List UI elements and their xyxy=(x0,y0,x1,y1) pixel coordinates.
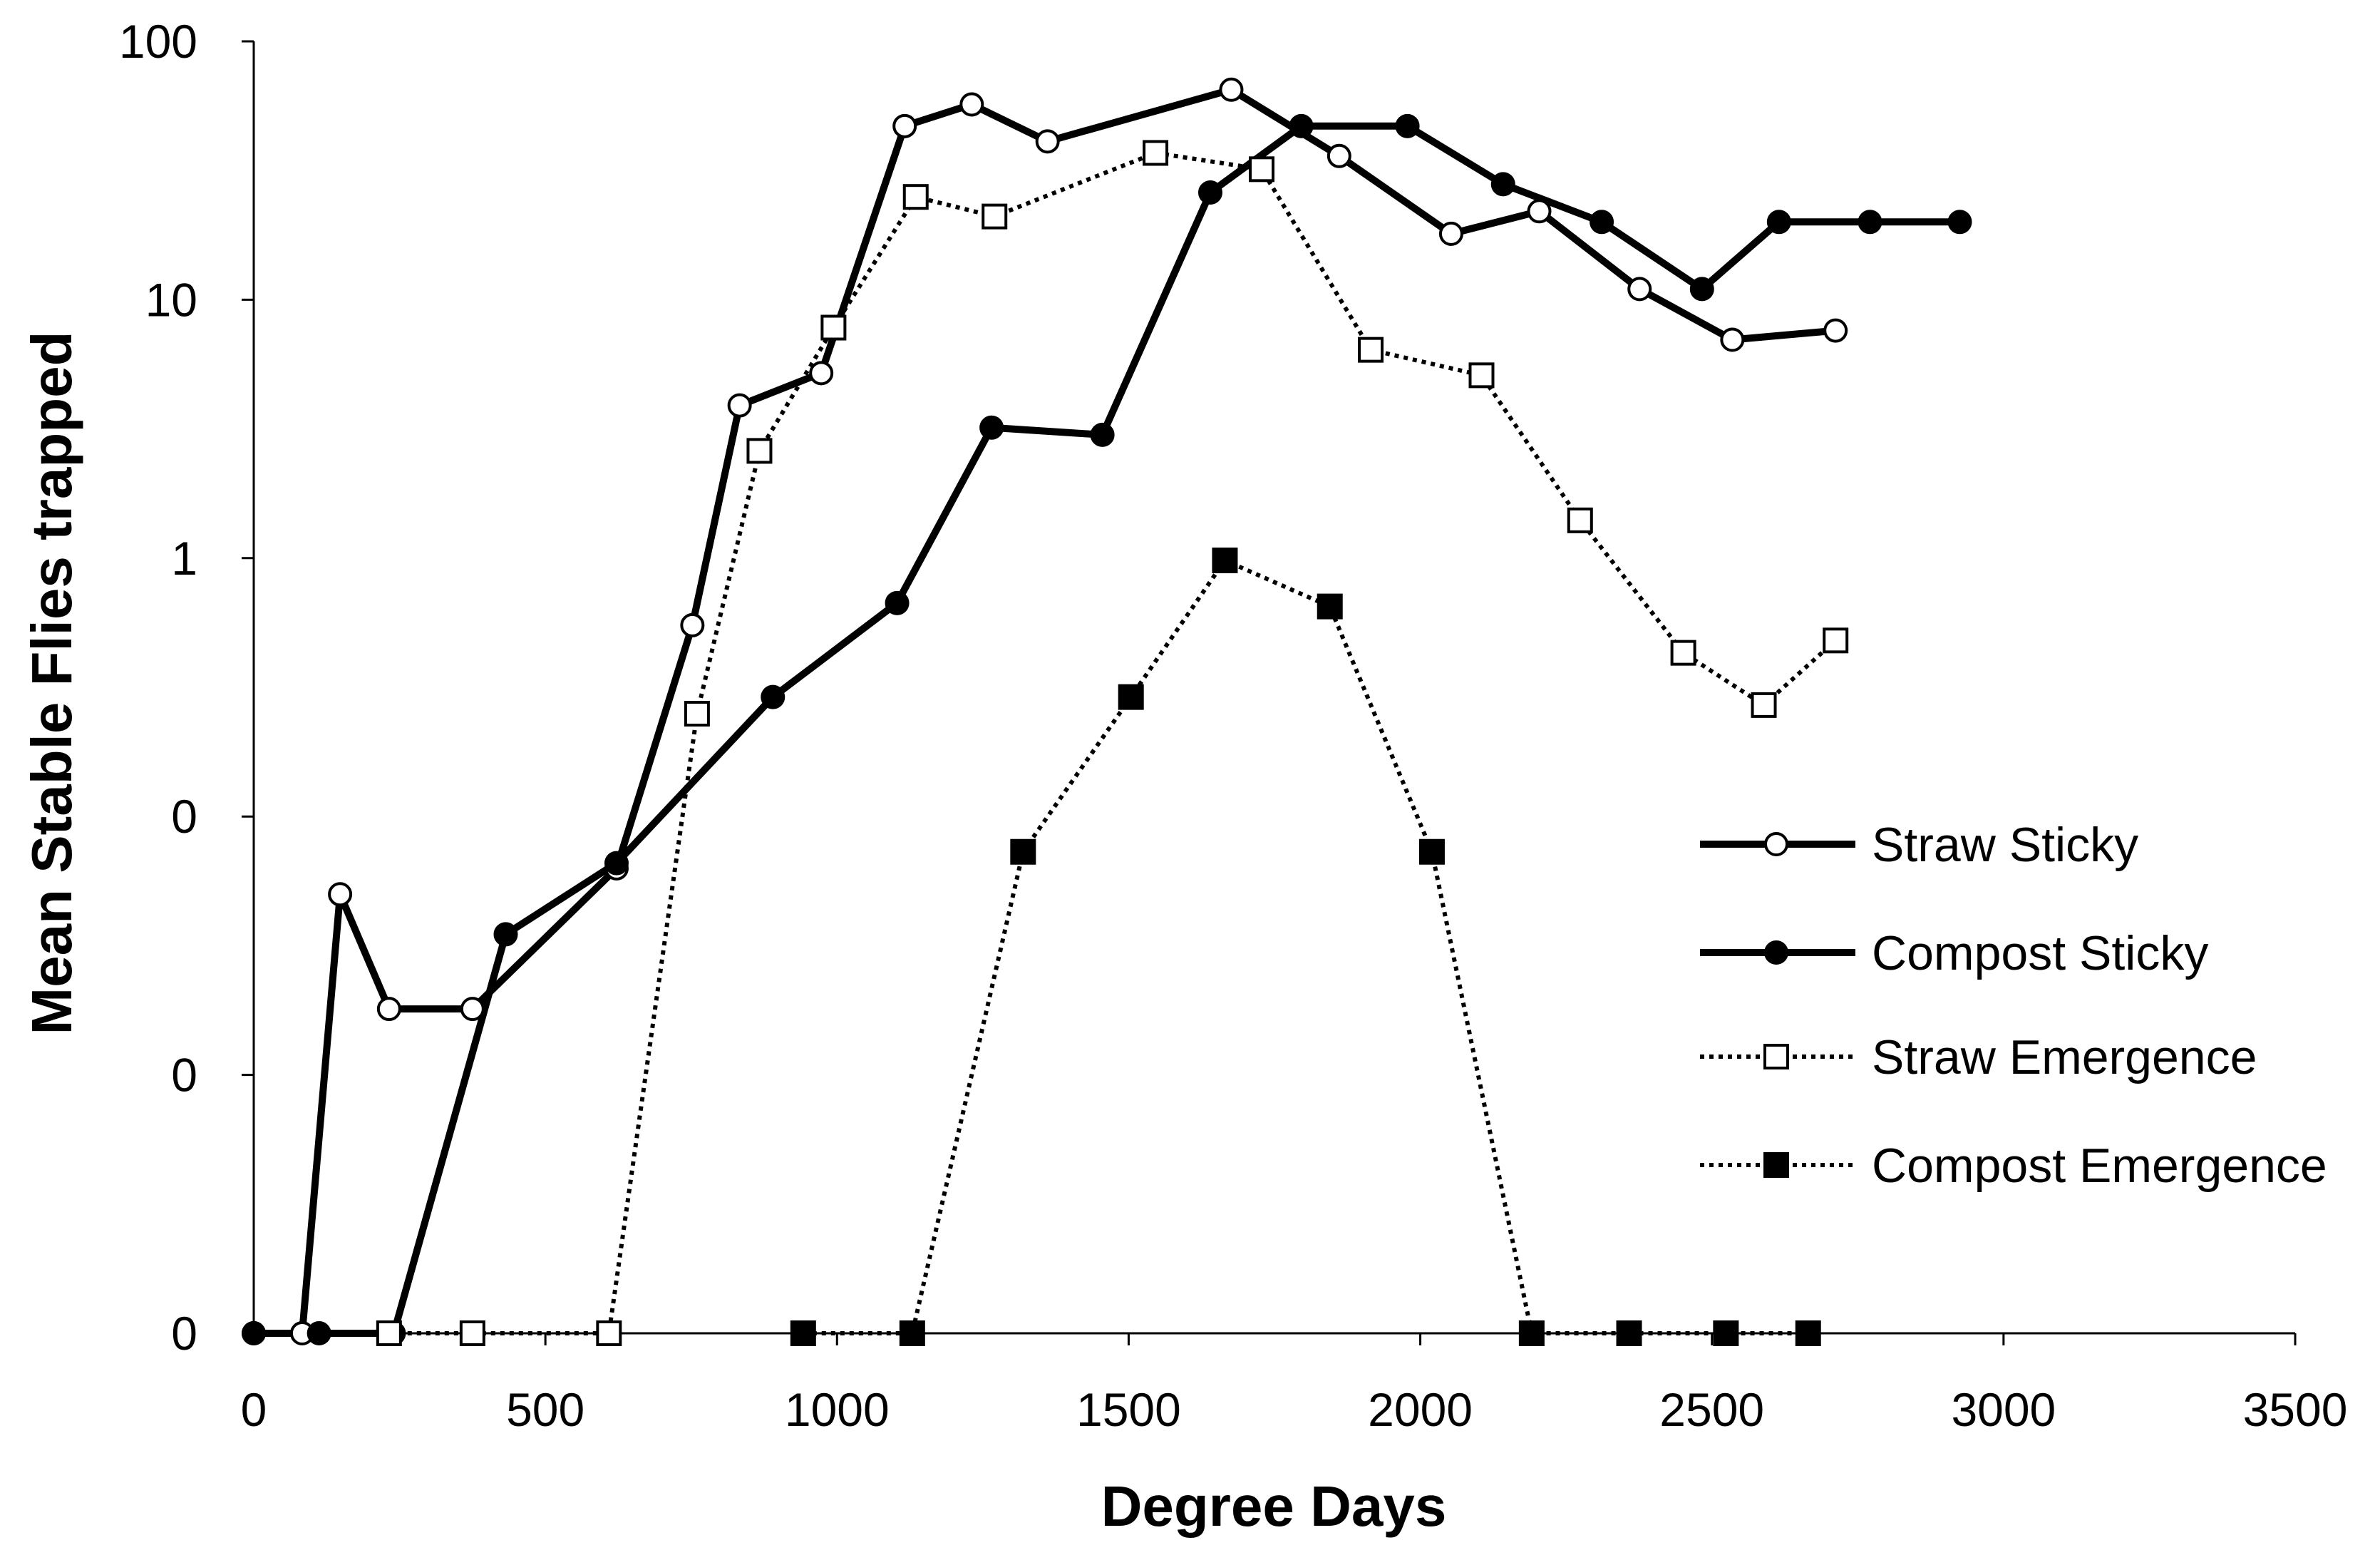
straw-emergence-point xyxy=(459,1320,485,1346)
x-axis-title: Degree Days xyxy=(1101,1474,1447,1538)
y-axis-title: Mean Stable Flies trapped xyxy=(20,332,83,1035)
y-tick-label: 10 xyxy=(145,273,197,326)
legend: Straw Sticky Compost Sticky Straw Emerge… xyxy=(1700,818,2327,1193)
straw-emergence-point xyxy=(902,184,929,210)
y-tick-label: 0 xyxy=(171,1307,197,1360)
x-tick-label: 500 xyxy=(506,1383,584,1436)
straw-sticky-point xyxy=(460,997,485,1022)
compost-emergence-point xyxy=(1713,1320,1739,1346)
compost-sticky-point xyxy=(979,415,1004,440)
straw-sticky-point xyxy=(1823,318,1848,343)
compost-emergence-point xyxy=(1518,1320,1545,1346)
legend-label-compost-sticky: Compost Sticky xyxy=(1872,926,2208,980)
straw-sticky-point xyxy=(809,361,834,386)
legend-marker-compost-sticky xyxy=(1764,940,1788,965)
x-tick-label: 2000 xyxy=(1368,1383,1473,1436)
compost-sticky-line xyxy=(254,122,1960,1337)
straw-emergence-point xyxy=(596,1320,622,1346)
compost-emergence-point xyxy=(1795,1320,1821,1346)
straw-emergence-point xyxy=(376,1320,402,1346)
compost-emergence-point xyxy=(790,1320,816,1346)
legend-label-straw-emergence: Straw Emergence xyxy=(1872,1030,2257,1084)
compost-sticky-point xyxy=(1197,180,1222,205)
straw-emergence-point xyxy=(746,438,773,464)
straw-emergence-point xyxy=(820,314,847,341)
x-tick-label: 0 xyxy=(241,1383,267,1436)
straw-emergence-point xyxy=(1143,140,1169,166)
series-markers xyxy=(242,77,1972,1346)
legend-label-straw-sticky: Straw Sticky xyxy=(1872,818,2138,872)
compost-sticky-point xyxy=(885,590,910,615)
legend-marker-straw-emergence xyxy=(1763,1044,1789,1069)
compost-emergence-line xyxy=(803,558,1808,1335)
straw-sticky-point xyxy=(680,612,705,637)
straw-emergence-point xyxy=(1670,640,1696,666)
straw-sticky-point xyxy=(328,882,353,907)
straw-emergence-point xyxy=(1751,692,1777,718)
compost-emergence-point xyxy=(1317,593,1343,620)
straw-emergence-point xyxy=(982,203,1008,230)
compost-sticky-point xyxy=(1090,422,1115,447)
compost-emergence-point xyxy=(1010,838,1036,865)
legend-marker-straw-sticky xyxy=(1764,832,1788,856)
straw-sticky-point xyxy=(892,113,917,138)
compost-emergence-point xyxy=(1212,547,1238,573)
compost-sticky-point xyxy=(1289,113,1314,138)
x-tick-label: 3500 xyxy=(2243,1383,2348,1436)
compost-emergence-point xyxy=(899,1320,925,1346)
straw-emergence-point xyxy=(1567,507,1593,533)
straw-sticky-point xyxy=(959,92,984,117)
straw-sticky-point xyxy=(1035,129,1060,154)
straw-emergence-point xyxy=(1823,627,1849,654)
legend-item-straw-emergence: Straw Emergence xyxy=(1700,1030,2257,1084)
x-tick-label: 3000 xyxy=(1951,1383,2056,1436)
straw-sticky-point xyxy=(376,997,401,1022)
compost-sticky-point xyxy=(1689,277,1714,302)
compost-sticky-point xyxy=(1395,113,1420,138)
x-tick-label: 2500 xyxy=(1659,1383,1764,1436)
y-tick-label: 0 xyxy=(171,1049,197,1102)
straw-sticky-point xyxy=(1219,77,1244,102)
legend-marker-compost-emergence xyxy=(1763,1152,1789,1178)
compost-sticky-point xyxy=(1858,210,1882,235)
compost-sticky-point xyxy=(1947,210,1972,235)
compost-sticky-point xyxy=(1590,210,1614,235)
compost-sticky-point xyxy=(242,1321,266,1345)
x-tick-label: 1000 xyxy=(785,1383,890,1436)
compost-sticky-point xyxy=(604,851,629,876)
compost-emergence-point xyxy=(1616,1320,1642,1346)
y-tick-label: 100 xyxy=(119,15,197,68)
legend-item-compost-sticky: Compost Sticky xyxy=(1700,926,2208,980)
straw-emergence-point xyxy=(1468,362,1495,389)
compost-emergence-point xyxy=(1418,838,1445,865)
straw-emergence-point xyxy=(1358,337,1384,363)
straw-sticky-point xyxy=(1326,143,1351,168)
y-tick-label: 1 xyxy=(171,532,197,585)
legend-item-straw-sticky: Straw Sticky xyxy=(1700,818,2138,872)
straw-emergence-point xyxy=(684,700,710,727)
straw-emergence-point xyxy=(1248,156,1274,183)
straw-sticky-point xyxy=(1438,221,1463,246)
legend-item-compost-emergence: Compost Emergence xyxy=(1700,1139,2327,1193)
compost-sticky-point xyxy=(1766,210,1791,235)
straw-sticky-point xyxy=(727,393,752,418)
compost-sticky-point xyxy=(761,684,785,709)
straw-sticky-point xyxy=(1720,327,1745,352)
legend-label-compost-emergence: Compost Emergence xyxy=(1872,1139,2327,1193)
compost-sticky-point xyxy=(1490,172,1515,197)
compost-emergence-point xyxy=(1118,684,1144,710)
x-tick-label: 1500 xyxy=(1076,1383,1181,1436)
straw-sticky-point xyxy=(1627,277,1652,302)
compost-sticky-point xyxy=(306,1321,331,1345)
straw-sticky-point xyxy=(1527,199,1552,224)
y-tick-label: 0 xyxy=(171,790,197,843)
compost-sticky-point xyxy=(493,922,518,947)
